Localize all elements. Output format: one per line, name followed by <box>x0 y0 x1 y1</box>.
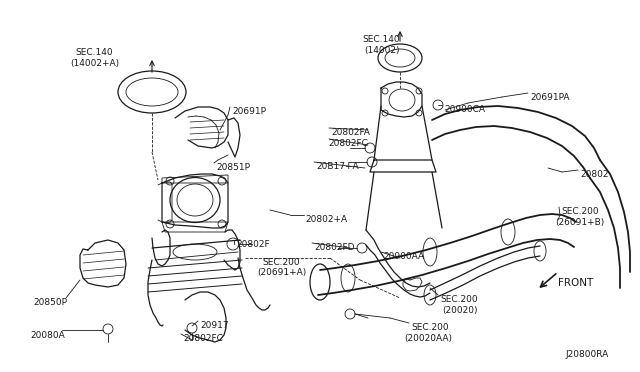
Text: SEC.140: SEC.140 <box>362 35 399 44</box>
Text: 20691PA: 20691PA <box>530 93 570 102</box>
Text: SEC.200: SEC.200 <box>262 258 300 267</box>
Text: 20850P: 20850P <box>33 298 67 307</box>
Text: FRONT: FRONT <box>558 278 593 288</box>
Text: SEC.140: SEC.140 <box>75 48 113 57</box>
Text: 20802: 20802 <box>580 170 609 179</box>
Text: 20802FA: 20802FA <box>331 128 370 137</box>
Text: SEC.200: SEC.200 <box>561 207 598 216</box>
Text: 20802FC: 20802FC <box>183 334 223 343</box>
Text: 20900AA: 20900AA <box>383 252 424 261</box>
Text: SEC.200: SEC.200 <box>411 323 449 332</box>
Text: 20851P: 20851P <box>216 163 250 172</box>
Text: 20900CA: 20900CA <box>444 105 485 114</box>
Text: (14002+A): (14002+A) <box>70 59 119 68</box>
Text: (14002): (14002) <box>364 46 399 55</box>
Text: (26091+B): (26091+B) <box>555 218 604 227</box>
Text: 20802+A: 20802+A <box>305 215 347 224</box>
Text: 20802FC: 20802FC <box>328 139 368 148</box>
Text: (20020AA): (20020AA) <box>404 334 452 343</box>
Text: 20B17+A: 20B17+A <box>316 162 358 171</box>
Text: 20802F: 20802F <box>236 240 269 249</box>
Text: 20917: 20917 <box>200 321 228 330</box>
Text: (20691+A): (20691+A) <box>257 268 307 277</box>
Text: J20800RA: J20800RA <box>565 350 608 359</box>
Text: (20020): (20020) <box>442 306 477 315</box>
Text: 20080A: 20080A <box>30 331 65 340</box>
Text: 20691P: 20691P <box>232 107 266 116</box>
Text: 20802FD: 20802FD <box>314 243 355 252</box>
Text: SEC.200: SEC.200 <box>440 295 477 304</box>
